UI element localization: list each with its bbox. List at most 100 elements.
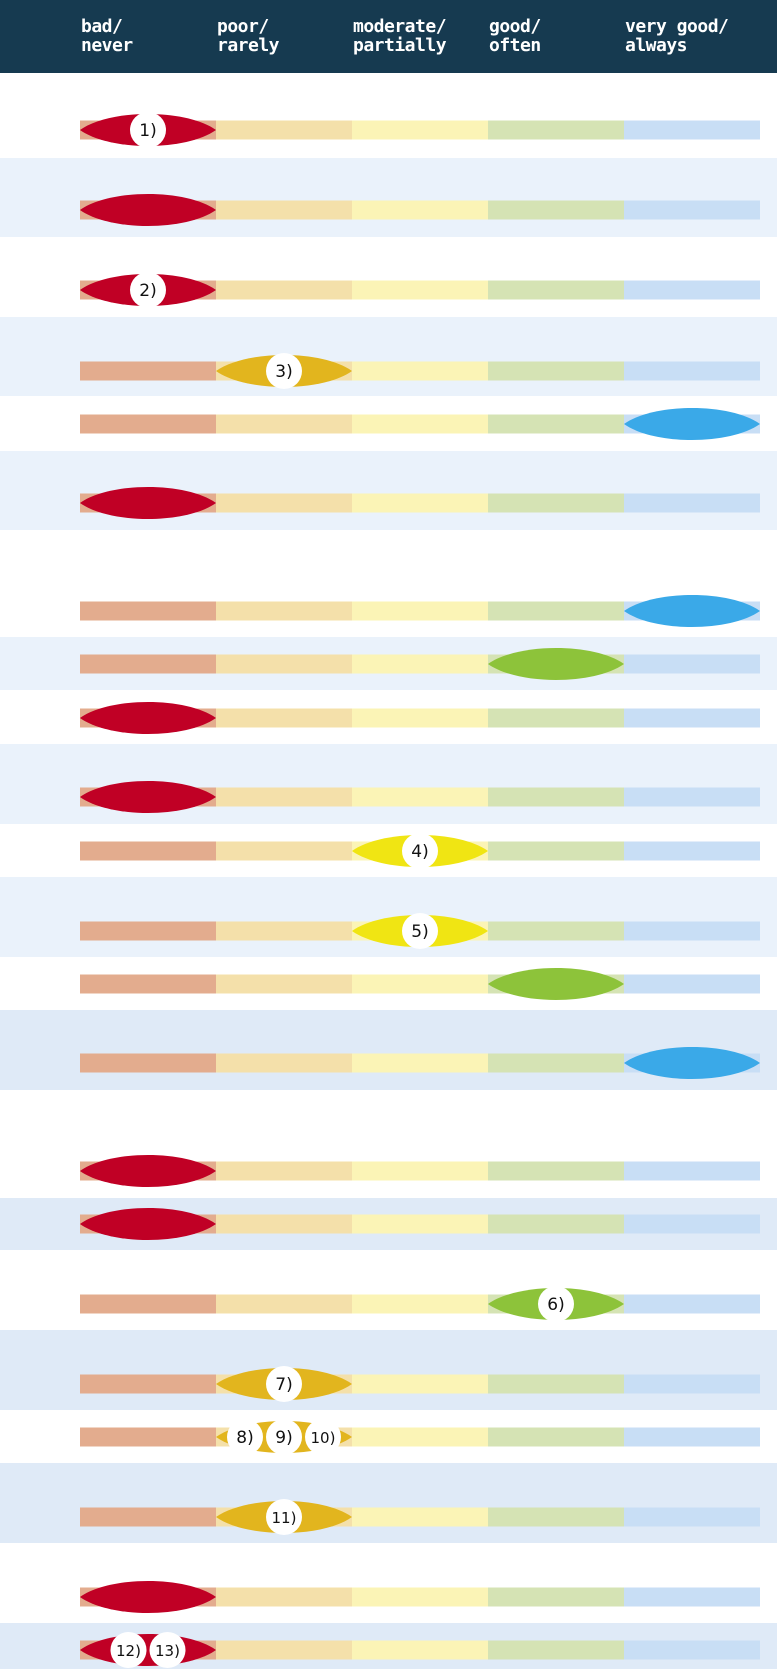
scale-segment xyxy=(80,361,216,381)
scale-segment xyxy=(216,708,352,728)
footnote-circle xyxy=(149,1632,186,1668)
scale-segment xyxy=(216,280,352,300)
footnote-label: 11) xyxy=(266,1499,302,1535)
footnote-text: 9) xyxy=(275,1428,292,1448)
header-good-often: good/ often xyxy=(489,17,625,55)
scale-segment xyxy=(624,200,760,220)
rating-row xyxy=(80,487,760,519)
scale-segment xyxy=(624,361,760,381)
scale-segment xyxy=(624,841,760,861)
rating-marker xyxy=(80,1155,216,1187)
scale-segment xyxy=(216,1294,352,1314)
scale-segment xyxy=(216,493,352,513)
header-poor-line1: poor/ xyxy=(217,16,269,37)
row-band xyxy=(0,317,777,396)
scale-segment xyxy=(352,601,488,621)
scale-segment xyxy=(216,1053,352,1073)
scale-segment xyxy=(624,1214,760,1234)
footnote-label: 7) xyxy=(266,1366,302,1402)
scale-segment xyxy=(352,280,488,300)
header-very-good-always: very good/ always xyxy=(625,17,761,55)
scale-segment xyxy=(216,841,352,861)
scale-segment xyxy=(352,361,488,381)
scale-segment xyxy=(352,414,488,434)
scale-segment xyxy=(488,1214,624,1234)
scale-segment xyxy=(80,1507,216,1527)
rating-marker xyxy=(80,702,216,734)
rating-row xyxy=(80,1047,760,1079)
scale-segment xyxy=(624,493,760,513)
scale-segment xyxy=(488,1161,624,1181)
rating-row xyxy=(80,781,760,813)
scale-segment xyxy=(216,921,352,941)
footnote-text: 10) xyxy=(311,1429,336,1447)
scale-segment xyxy=(80,974,216,994)
footnote-label: 5) xyxy=(402,913,438,949)
scale-segment xyxy=(216,200,352,220)
rating-marker xyxy=(80,1581,216,1613)
footnote-circle xyxy=(266,1366,302,1402)
rating-marker xyxy=(80,1208,216,1240)
rating-row xyxy=(80,408,760,440)
footnote-label: 2) xyxy=(130,272,166,308)
scale-segment xyxy=(80,414,216,434)
scale-segment xyxy=(488,841,624,861)
scale-segment xyxy=(488,787,624,807)
scale-segment xyxy=(488,280,624,300)
scale-segment xyxy=(488,361,624,381)
scale-segment xyxy=(488,414,624,434)
scale-segment xyxy=(352,1294,488,1314)
scale-segment xyxy=(352,708,488,728)
footnote-label: 12) xyxy=(110,1632,147,1668)
rating-marker xyxy=(488,968,624,1000)
scale-segment xyxy=(624,1294,760,1314)
scale-segment xyxy=(624,1374,760,1394)
footnote-circle xyxy=(266,1499,302,1535)
footnote-text: 4) xyxy=(411,842,428,862)
rating-marker xyxy=(624,1047,760,1079)
footnote-text: 1) xyxy=(139,121,156,141)
footnote-label: 9) xyxy=(266,1419,302,1455)
header-bad-line2: never xyxy=(81,35,133,56)
scale-segment xyxy=(216,120,352,140)
rating-marker xyxy=(624,595,760,627)
rating-row xyxy=(80,702,760,734)
header-moderate-partially: moderate/ partially xyxy=(353,17,489,55)
scale-segment xyxy=(352,120,488,140)
rating-row: 6) xyxy=(80,1286,760,1322)
footnote-label: 8) xyxy=(227,1419,263,1455)
header-good-line2: often xyxy=(489,35,541,56)
scale-segment xyxy=(80,841,216,861)
footnote-text: 5) xyxy=(411,922,428,942)
rating-row: 5) xyxy=(80,913,760,949)
footnote-label: 3) xyxy=(266,353,302,389)
scale-segment xyxy=(352,787,488,807)
footnote-text: 13) xyxy=(155,1642,180,1660)
scale-segment xyxy=(488,120,624,140)
footnote-text: 2) xyxy=(139,281,156,301)
rating-row: 1) xyxy=(80,112,760,148)
rating-row xyxy=(80,648,760,680)
footnote-circle xyxy=(110,1632,147,1668)
scale-segment xyxy=(624,1161,760,1181)
scale-segment xyxy=(488,1507,624,1527)
footnote-text: 11) xyxy=(272,1509,297,1527)
row-band xyxy=(0,877,777,957)
header-poor-rarely: poor/ rarely xyxy=(217,17,353,55)
scale-segment xyxy=(216,1640,352,1660)
rating-row xyxy=(80,968,760,1000)
rating-row: 7) xyxy=(80,1366,760,1402)
scale-segment xyxy=(352,1374,488,1394)
header-moderate-line1: moderate/ xyxy=(353,16,447,37)
scale-segment xyxy=(488,1640,624,1660)
scale-segment xyxy=(352,1507,488,1527)
rating-row: 8) 9) 10) xyxy=(80,1419,760,1455)
rating-row xyxy=(80,1208,760,1240)
row-band xyxy=(0,1463,777,1543)
rating-row: 2) xyxy=(80,272,760,308)
header-bad-never: bad/ never xyxy=(81,17,217,55)
header-very-good-line1: very good/ xyxy=(625,16,729,37)
scale-segment xyxy=(488,1587,624,1607)
footnote-label: 4) xyxy=(402,833,438,869)
